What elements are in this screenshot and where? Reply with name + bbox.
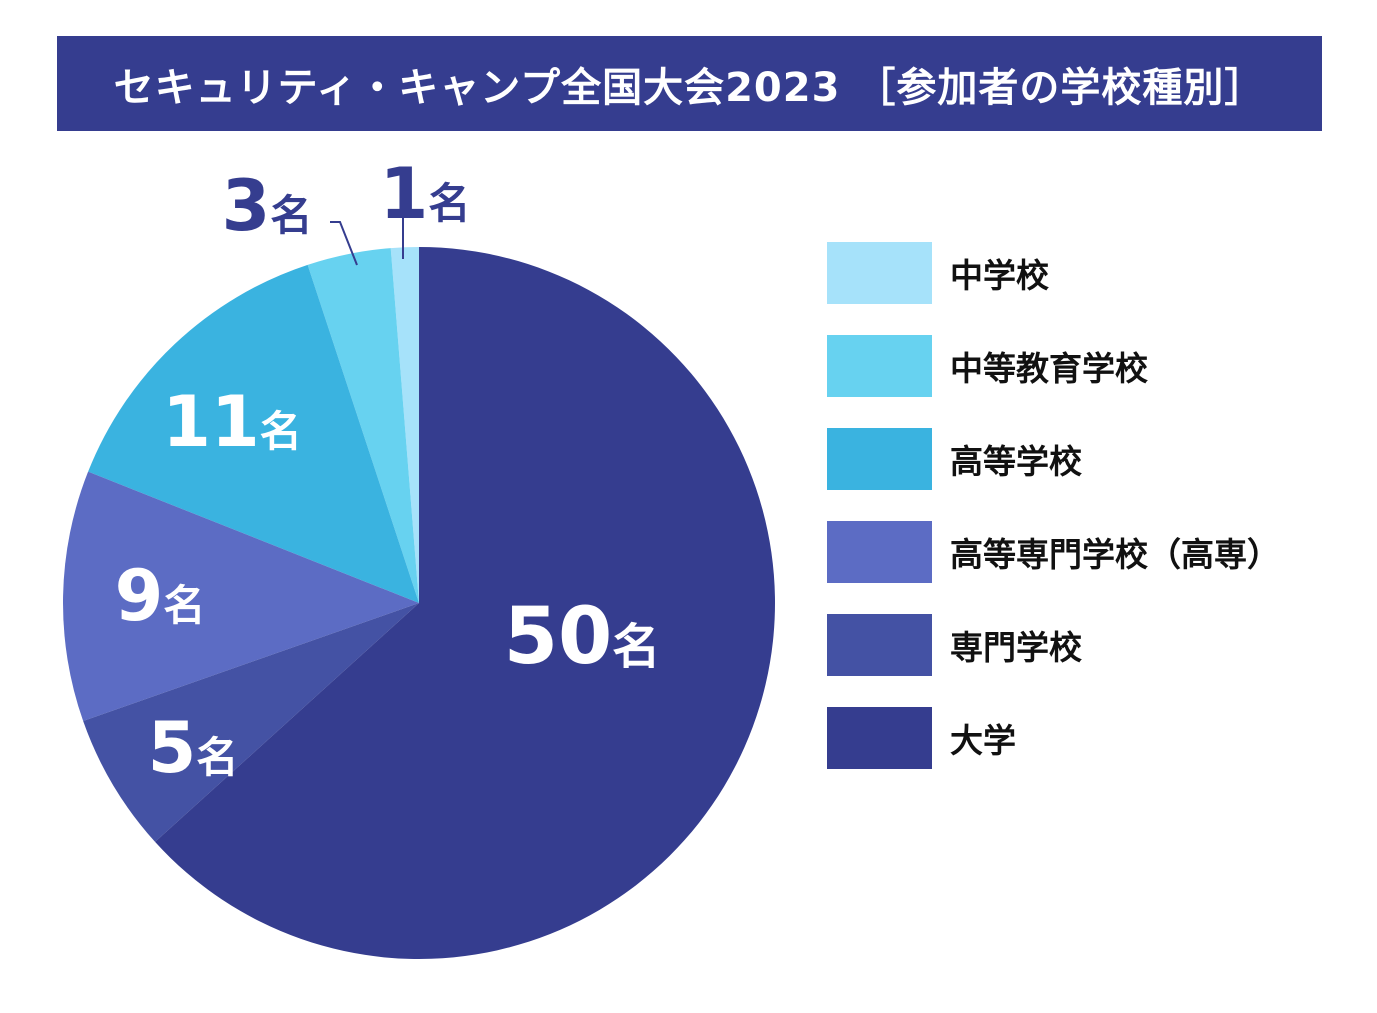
data-label-number: 11 (162, 381, 259, 463)
legend: 中学校 中等教育学校 高等学校 高等専門学校（高専） 専門学校 大学 (827, 242, 1280, 800)
legend-item: 高等学校 (827, 428, 1280, 490)
chart-title: セキュリティ・キャンプ全国大会2023 ［参加者の学校種別］ (113, 64, 1266, 111)
data-label: 9名 (115, 555, 206, 637)
legend-label: 大学 (950, 721, 1016, 760)
data-label-unit: 名 (163, 581, 205, 630)
legend-swatch (827, 521, 932, 583)
data-label-number: 1 (380, 153, 429, 235)
pie-slice (307, 248, 419, 603)
data-label: 5名 (148, 707, 239, 789)
legend-swatch (827, 614, 932, 676)
legend-item: 高等専門学校（高専） (827, 521, 1280, 583)
pie-slice (83, 603, 419, 842)
legend-item: 大学 (827, 707, 1280, 769)
data-label-unit: 名 (612, 619, 660, 675)
data-label-unit: 名 (270, 191, 312, 240)
data-label-unit: 名 (260, 407, 302, 456)
leader-line (330, 221, 358, 266)
legend-swatch (827, 707, 932, 769)
data-label-number: 3 (222, 165, 271, 247)
pie-slice (390, 247, 419, 603)
legend-label: 高等専門学校（高専） (950, 535, 1280, 574)
data-label-number: 50 (504, 592, 613, 682)
data-label: 3名 (222, 165, 313, 247)
legend-label: 中学校 (950, 256, 1049, 295)
legend-item: 中学校 (827, 242, 1280, 304)
data-label: 1名 (380, 153, 471, 235)
pie-slice (155, 247, 776, 959)
legend-label: 高等学校 (950, 442, 1082, 481)
legend-item: 専門学校 (827, 614, 1280, 676)
data-label-unit: 名 (196, 733, 238, 782)
legend-swatch (827, 428, 932, 490)
legend-label: 専門学校 (950, 628, 1082, 667)
legend-swatch (827, 242, 932, 304)
legend-label: 中等教育学校 (950, 349, 1148, 388)
data-label: 11名 (162, 381, 301, 463)
pie-slice (88, 264, 419, 603)
data-label-unit: 名 (428, 179, 470, 228)
data-label-number: 9 (115, 555, 164, 637)
data-label: 50名 (504, 592, 661, 682)
legend-item: 中等教育学校 (827, 335, 1280, 397)
data-label-number: 5 (148, 707, 197, 789)
legend-swatch (827, 335, 932, 397)
title-bar: セキュリティ・キャンプ全国大会2023 ［参加者の学校種別］ (57, 36, 1322, 131)
pie-slice (63, 471, 420, 722)
leader-line (393, 214, 404, 259)
